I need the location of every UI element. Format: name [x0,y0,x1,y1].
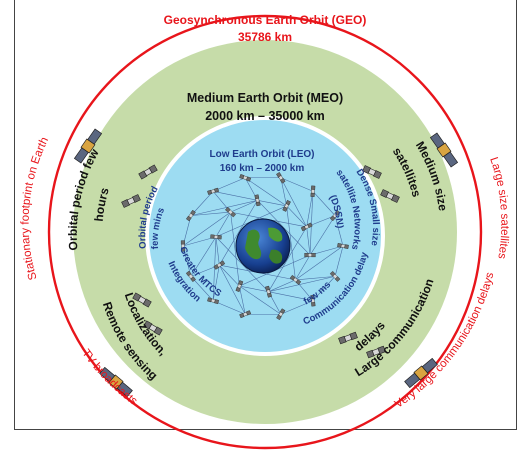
geo-orbit-ring [47,14,483,450]
mesh-link [182,211,231,247]
mesh-link [268,291,313,302]
mesh-link [306,191,314,227]
mesh-link [286,205,307,228]
mesh-link [312,276,336,301]
mesh-link [268,279,296,292]
meo-title: Medium Earth Orbit (MEO) [187,91,343,105]
mesh-link [212,236,217,301]
mesh-link [215,236,269,292]
mesh-link [215,236,220,266]
leo-satellite-icon [310,185,316,197]
mesh-link [309,215,336,256]
mesh-link [268,226,307,292]
leo-satellite-icon [210,234,222,240]
leo-altitude: 160 km – 2000 km [220,163,305,174]
mesh-link [280,177,313,192]
mesh-link [213,177,246,192]
earth-globe [235,218,291,274]
mesh-link [190,211,231,216]
mesh-link [219,264,246,315]
mesh-link [219,200,258,266]
mesh-link [295,245,344,281]
mesh-link [286,205,296,280]
geo-title: Geosynchronous Earth Orbit (GEO) [164,13,367,27]
mesh-link [295,254,311,281]
mesh-link [280,300,313,315]
mesh-link [257,200,311,256]
mesh-link [239,285,281,315]
geo-label-stationary: Stationary footprint on Earth [20,135,51,281]
leo-satellite-icon [304,253,316,258]
diagram-frame [14,0,517,430]
mesh-link [215,211,231,238]
mesh-link [257,200,287,207]
mesh-link [239,285,246,315]
mesh-link [213,300,246,315]
mesh-link [190,200,258,216]
mesh-link [280,177,307,228]
mesh-link [268,276,336,292]
mesh-link [245,177,287,207]
mesh-link [239,285,269,292]
geo-label-large-sats: Large size satellites [487,156,510,260]
mesh-link [306,226,311,256]
mesh-link [190,236,217,277]
mesh-link [230,200,258,213]
mesh-link [334,245,344,277]
mesh-link [213,190,258,201]
mesh-link [309,191,314,256]
mesh-link [312,191,336,216]
mesh-link [334,215,344,247]
mesh-link [230,212,240,287]
mesh-link [212,265,220,301]
geo-altitude: 35786 km [238,30,292,44]
meo-altitude: 2000 km – 35000 km [205,109,325,123]
leo-title: Low Earth Orbit (LEO) [210,149,315,160]
mesh-link [219,264,240,287]
mesh-link [295,276,336,281]
